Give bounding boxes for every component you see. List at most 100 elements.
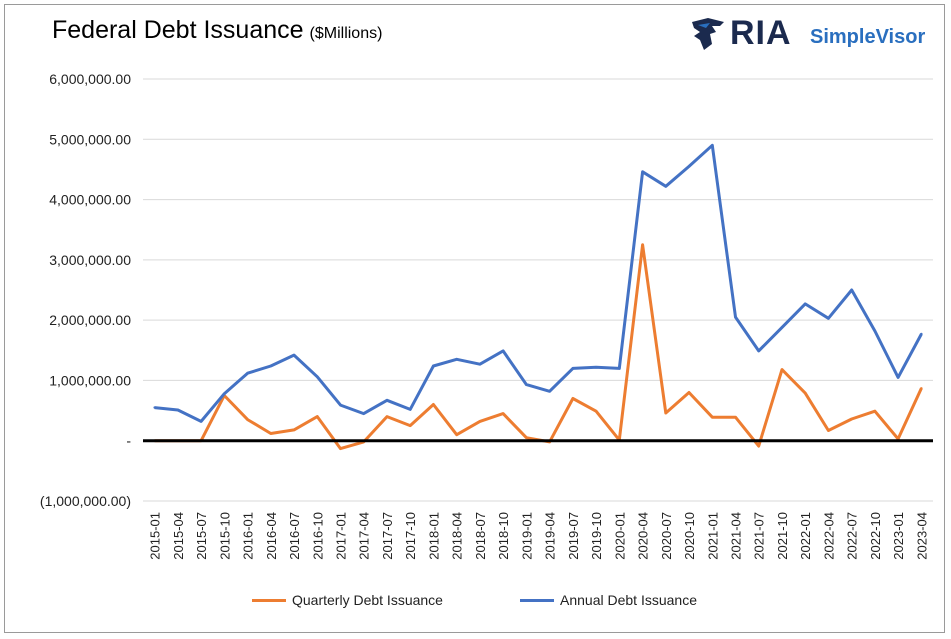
x-tick-label: 2022-07: [845, 512, 860, 560]
x-tick-label: 2018-01: [426, 512, 441, 560]
x-tick-label: 2022-01: [798, 512, 813, 560]
annual-data-point: [896, 376, 900, 379]
x-tick-label: 2017-01: [334, 512, 349, 560]
quarterly-data-point: [827, 429, 830, 432]
quarterly-data-point: [804, 391, 807, 395]
legend-label: Quarterly Debt Issuance: [292, 592, 443, 608]
chart-title: Federal Debt Issuance ($Millions): [52, 16, 382, 45]
quarterly-data-point: [687, 391, 691, 394]
y-tick-label: 4,000,000.00: [49, 192, 131, 208]
quarterly-series-line: [154, 243, 923, 451]
quarterly-data-point: [734, 416, 737, 419]
legend-item: Annual Debt Issuance: [520, 592, 697, 608]
x-tick-label: 2015-07: [194, 512, 209, 560]
quarterly-data-point: [455, 433, 458, 436]
annual-data-point: [501, 349, 505, 353]
quarterly-data-point: [269, 432, 272, 435]
annual-data-point: [269, 364, 272, 368]
x-tick-label: 2020-01: [612, 512, 627, 560]
x-tick-label: 2015-10: [217, 512, 232, 560]
annual-data-point: [432, 364, 435, 368]
x-tick-label: 2023-01: [891, 512, 906, 560]
annual-data-point: [827, 317, 830, 320]
logo-product: SimpleVisor: [810, 26, 926, 48]
x-tick-label: 2021-07: [752, 512, 767, 560]
quarterly-data-point: [850, 417, 853, 421]
annual-series-line: [154, 143, 923, 423]
quarterly-data-point: [571, 397, 575, 400]
quarterly-data-point: [432, 403, 435, 406]
quarterly-data-point: [316, 415, 319, 418]
annual-data-point: [176, 408, 180, 412]
quarterly-data-point: [478, 420, 482, 423]
y-tick-label: 6,000,000.00: [49, 71, 131, 87]
quarterly-data-point: [385, 415, 389, 418]
chart-frame: [4, 4, 945, 633]
ria-logo: RIA SimpleVisor: [690, 12, 940, 56]
annual-data-point: [548, 390, 551, 393]
quarterly-data-point: [501, 412, 505, 415]
x-tick-label: 2022-04: [821, 512, 836, 560]
x-tick-label: 2021-01: [705, 512, 720, 560]
quarterly-data-point: [780, 368, 784, 371]
x-tick-label: 2015-04: [171, 512, 186, 560]
x-tick-label: 2015-01: [148, 512, 163, 560]
annual-data-point: [804, 302, 807, 306]
y-tick-label: -: [126, 433, 131, 449]
annual-data-point: [920, 332, 923, 336]
annual-data-point: [780, 326, 784, 329]
annual-data-point: [873, 329, 877, 333]
x-tick-label: 2016-01: [241, 512, 256, 560]
x-tick-label: 2020-07: [659, 512, 674, 560]
annual-data-point: [409, 408, 412, 411]
x-tick-label: 2019-07: [566, 512, 581, 560]
annual-data-point: [571, 367, 575, 370]
annual-data-point: [478, 362, 482, 366]
annual-data-point: [362, 412, 365, 415]
annual-data-point: [594, 365, 598, 369]
x-tick-label: 2016-10: [310, 512, 325, 560]
annual-data-point: [711, 144, 714, 147]
eagle-icon: [692, 18, 724, 50]
annual-data-point: [757, 349, 760, 353]
x-tick-label: 2022-10: [868, 512, 883, 560]
quarterly-data-point: [920, 387, 923, 390]
annual-data-point: [292, 353, 296, 357]
annual-data-point: [199, 420, 203, 423]
x-tick-label: 2018-10: [496, 512, 511, 560]
annual-data-point: [153, 406, 156, 409]
x-tick-label: 2017-07: [380, 512, 395, 560]
annual-data-point: [339, 403, 342, 407]
quarterly-data-point: [339, 447, 342, 450]
x-tick-label: 2021-10: [775, 512, 790, 560]
logo-brand: RIA: [730, 14, 792, 52]
x-tick-label: 2021-04: [729, 512, 744, 560]
legend-swatch: [252, 598, 286, 602]
x-tick-label: 2023-04: [914, 512, 929, 560]
annual-data-point: [246, 371, 249, 375]
annual-data-point: [385, 399, 389, 402]
y-tick-label: 3,000,000.00: [49, 252, 131, 268]
legend-label: Annual Debt Issuance: [560, 592, 697, 608]
title-text: Federal Debt Issuance: [52, 16, 304, 44]
x-tick-label: 2019-04: [543, 512, 558, 560]
chart-subtitle: ($Millions): [309, 25, 383, 42]
quarterly-data-point: [641, 243, 644, 246]
annual-data-point: [850, 288, 853, 292]
x-tick-label: 2020-10: [682, 512, 697, 560]
annual-data-point: [618, 367, 621, 370]
legend-item: Quarterly Debt Issuance: [252, 592, 443, 608]
x-tick-label: 2020-04: [636, 512, 651, 560]
quarterly-data-point: [873, 409, 877, 413]
annual-data-point: [734, 315, 737, 319]
y-tick-label: 2,000,000.00: [49, 312, 131, 328]
chart-legend: Quarterly Debt Issuance Annual Debt Issua…: [0, 592, 951, 614]
quarterly-data-point: [757, 444, 760, 448]
quarterly-data-point: [525, 436, 528, 439]
quarterly-data-point: [711, 416, 714, 419]
x-tick-label: 2018-07: [473, 512, 488, 560]
quarterly-data-point: [594, 409, 598, 413]
x-tick-label: 2016-07: [287, 512, 302, 560]
x-tick-label: 2019-01: [519, 512, 534, 560]
